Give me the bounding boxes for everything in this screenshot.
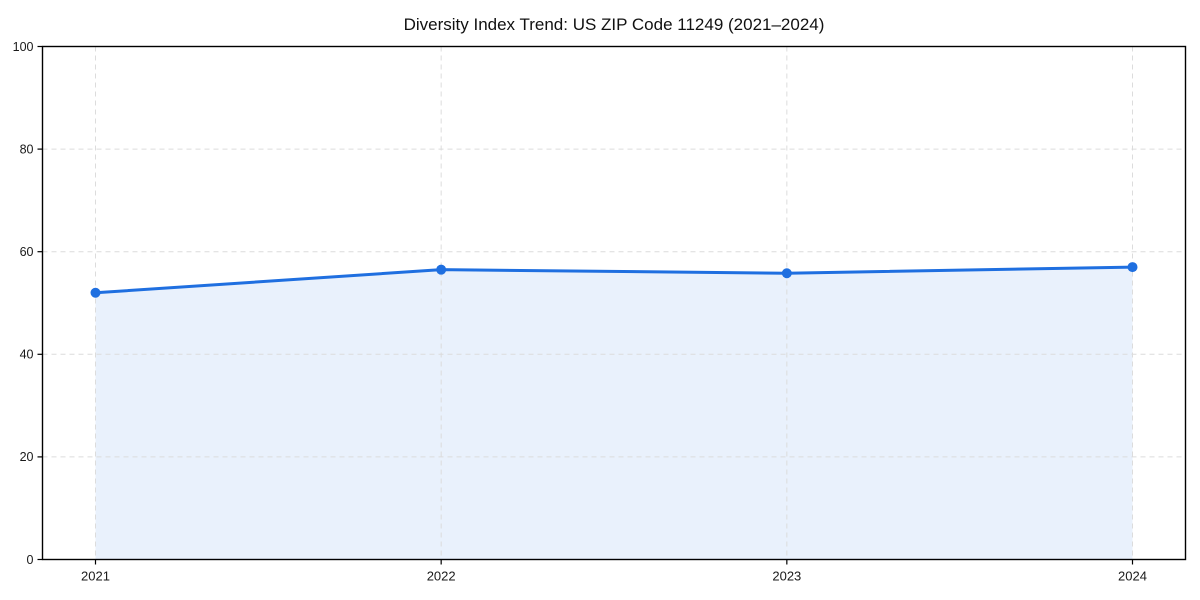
data-point-2021 xyxy=(90,287,101,298)
plot-border xyxy=(41,45,1187,561)
y-tick-label: 40 xyxy=(20,348,34,362)
y-tick-label: 100 xyxy=(13,40,34,54)
y-tick-label: 80 xyxy=(20,142,34,156)
x-tick-label: 2022 xyxy=(427,569,456,584)
trend-line xyxy=(94,265,1134,295)
data-point-2024 xyxy=(1127,262,1138,273)
area-fill xyxy=(95,267,1133,560)
y-tick-label: 0 xyxy=(27,553,34,567)
data-point-2022 xyxy=(436,264,447,275)
y-tick-label: 60 xyxy=(20,245,34,259)
x-tick-label: 2021 xyxy=(81,569,110,584)
chart-title: Diversity Index Trend: US ZIP Code 11249… xyxy=(403,15,825,34)
data-point-2023 xyxy=(781,268,792,279)
y-tick-label: 20 xyxy=(20,450,34,464)
x-tick-label: 2024 xyxy=(1118,569,1147,584)
x-tick-label: 2023 xyxy=(772,569,801,584)
